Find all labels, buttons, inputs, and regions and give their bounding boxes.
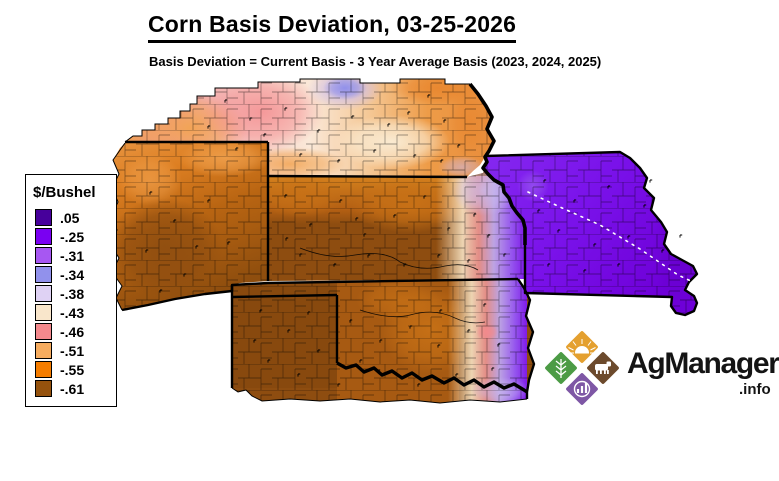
legend-swatch [35, 247, 52, 264]
legend-item-label: -.25 [60, 228, 85, 245]
legend-item-label: -.43 [60, 304, 85, 321]
cattle-icon [595, 361, 611, 374]
legend-item: -.31 [26, 246, 116, 265]
legend-item: -.43 [26, 303, 116, 322]
chart-icon [573, 380, 591, 398]
legend-item: .05 [26, 208, 116, 227]
page-title: Corn Basis Deviation, 03-25-2026 [148, 11, 517, 43]
wheat-icon [555, 359, 567, 378]
agmanager-logo-mark [543, 328, 622, 408]
legend-item-label: -.46 [60, 323, 85, 340]
page-subtitle: Basis Deviation = Current Basis - 3 Year… [149, 54, 602, 69]
legend-item-label: -.61 [60, 380, 85, 397]
agmanager-logo: AgManager .info [543, 326, 779, 418]
legend-item: -.51 [26, 341, 116, 360]
legend-item: -.46 [26, 322, 116, 341]
legend-box: $/Bushel .05 -.25 -.31 -.34 -.38 -.43 -.46 -.51… [25, 174, 117, 407]
legend-item-label: -.51 [60, 342, 85, 359]
legend-swatch [35, 285, 52, 302]
map-crop-edges [109, 78, 528, 404]
logo-tld: .info [739, 381, 771, 398]
legend-swatch [35, 342, 52, 359]
legend-swatch [35, 304, 52, 321]
location-markers [145, 94, 683, 387]
legend-item-label: -.34 [60, 266, 85, 283]
legend-item-label: -.55 [60, 361, 85, 378]
dotted-route-line [527, 191, 696, 284]
legend-swatch [35, 266, 52, 283]
legend-item-label: -.38 [60, 285, 85, 302]
legend-items: .05 -.25 -.31 -.34 -.38 -.43 -.46 -.51 -.55 -.61 [26, 208, 116, 398]
missouri-river [468, 82, 527, 245]
red-river [336, 361, 528, 394]
sun-icon [568, 339, 596, 354]
legend-swatch [35, 380, 52, 397]
logo-wordmark: AgManager [627, 347, 779, 380]
legend-swatch [35, 361, 52, 378]
legend-swatch [35, 323, 52, 340]
legend-item: -.61 [26, 379, 116, 398]
legend-swatch [35, 209, 52, 226]
legend-item: -.55 [26, 360, 116, 379]
legend-item: -.25 [26, 227, 116, 246]
legend-swatch [35, 228, 52, 245]
legend-item-label: -.31 [60, 247, 85, 264]
stream-lines [299, 247, 486, 324]
legend-item: -.38 [26, 284, 116, 303]
legend-item: -.34 [26, 265, 116, 284]
legend-header: $/Bushel [33, 184, 96, 201]
state-borders [121, 140, 699, 399]
legend-item-label: .05 [60, 209, 80, 226]
